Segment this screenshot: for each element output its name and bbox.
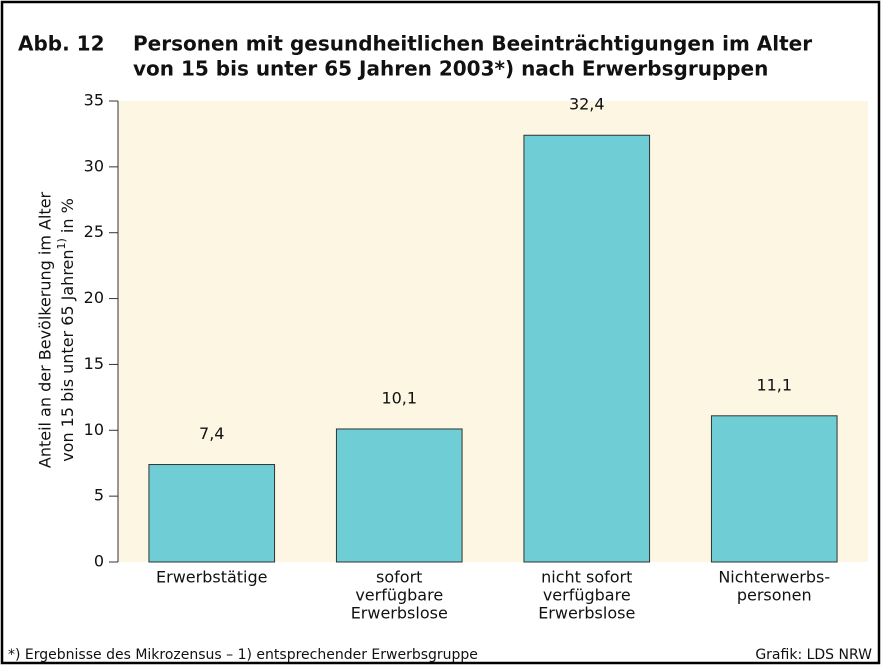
y-tick-label: 0 <box>94 552 104 571</box>
value-label: 11,1 <box>756 375 792 394</box>
y-tick-label: 20 <box>84 288 104 307</box>
y-tick-label: 5 <box>94 486 104 505</box>
x-tick-label: verfügbare <box>355 586 443 605</box>
x-tick-label: personen <box>737 586 812 605</box>
chart-title: von 15 bis unter 65 Jahren 2003*) nach E… <box>133 57 768 81</box>
y-axis-label: Anteil an der Bevölkerung im Alter von 1… <box>36 191 77 468</box>
x-tick-label: Erwerbslose <box>538 604 635 623</box>
x-tick-label: Nichterwerbs- <box>718 568 830 587</box>
x-tick-label: Erwerbstätige <box>156 568 267 587</box>
source: Grafik: LDS NRW <box>755 647 872 663</box>
footnote: *) Ergebnisse des Mikrozensus – 1) entsp… <box>8 647 478 663</box>
x-tick-label: Erwerbslose <box>351 604 448 623</box>
bar <box>148 464 276 563</box>
y-label-line: von 15 bis unter 65 Jahren1) in % <box>55 198 77 462</box>
y-tick-label: 15 <box>84 354 104 373</box>
y-tick-label: 25 <box>84 222 104 241</box>
value-label: 10,1 <box>381 388 417 407</box>
y-label-sup: 1) <box>55 238 68 249</box>
y-label-line: Anteil an der Bevölkerung im Alter <box>36 191 55 468</box>
bar <box>523 134 651 563</box>
y-label-part: in % <box>58 198 77 238</box>
y-tick-label: 10 <box>84 420 104 439</box>
value-label: 32,4 <box>569 95 605 114</box>
value-label: 7,4 <box>199 424 224 443</box>
figure-label: Abb. 12 <box>18 32 105 56</box>
y-label-part: von 15 bis unter 65 Jahren <box>58 249 77 461</box>
bar <box>710 415 838 563</box>
chart-title: Personen mit gesundheitlichen Beeinträch… <box>133 32 812 56</box>
x-tick-label: nicht sofort <box>541 568 632 587</box>
bar <box>335 428 463 563</box>
y-tick-label: 35 <box>84 91 104 110</box>
x-tick-label: verfügbare <box>543 586 631 605</box>
y-tick-label: 30 <box>84 156 104 175</box>
x-tick-label: sofort <box>376 568 422 587</box>
